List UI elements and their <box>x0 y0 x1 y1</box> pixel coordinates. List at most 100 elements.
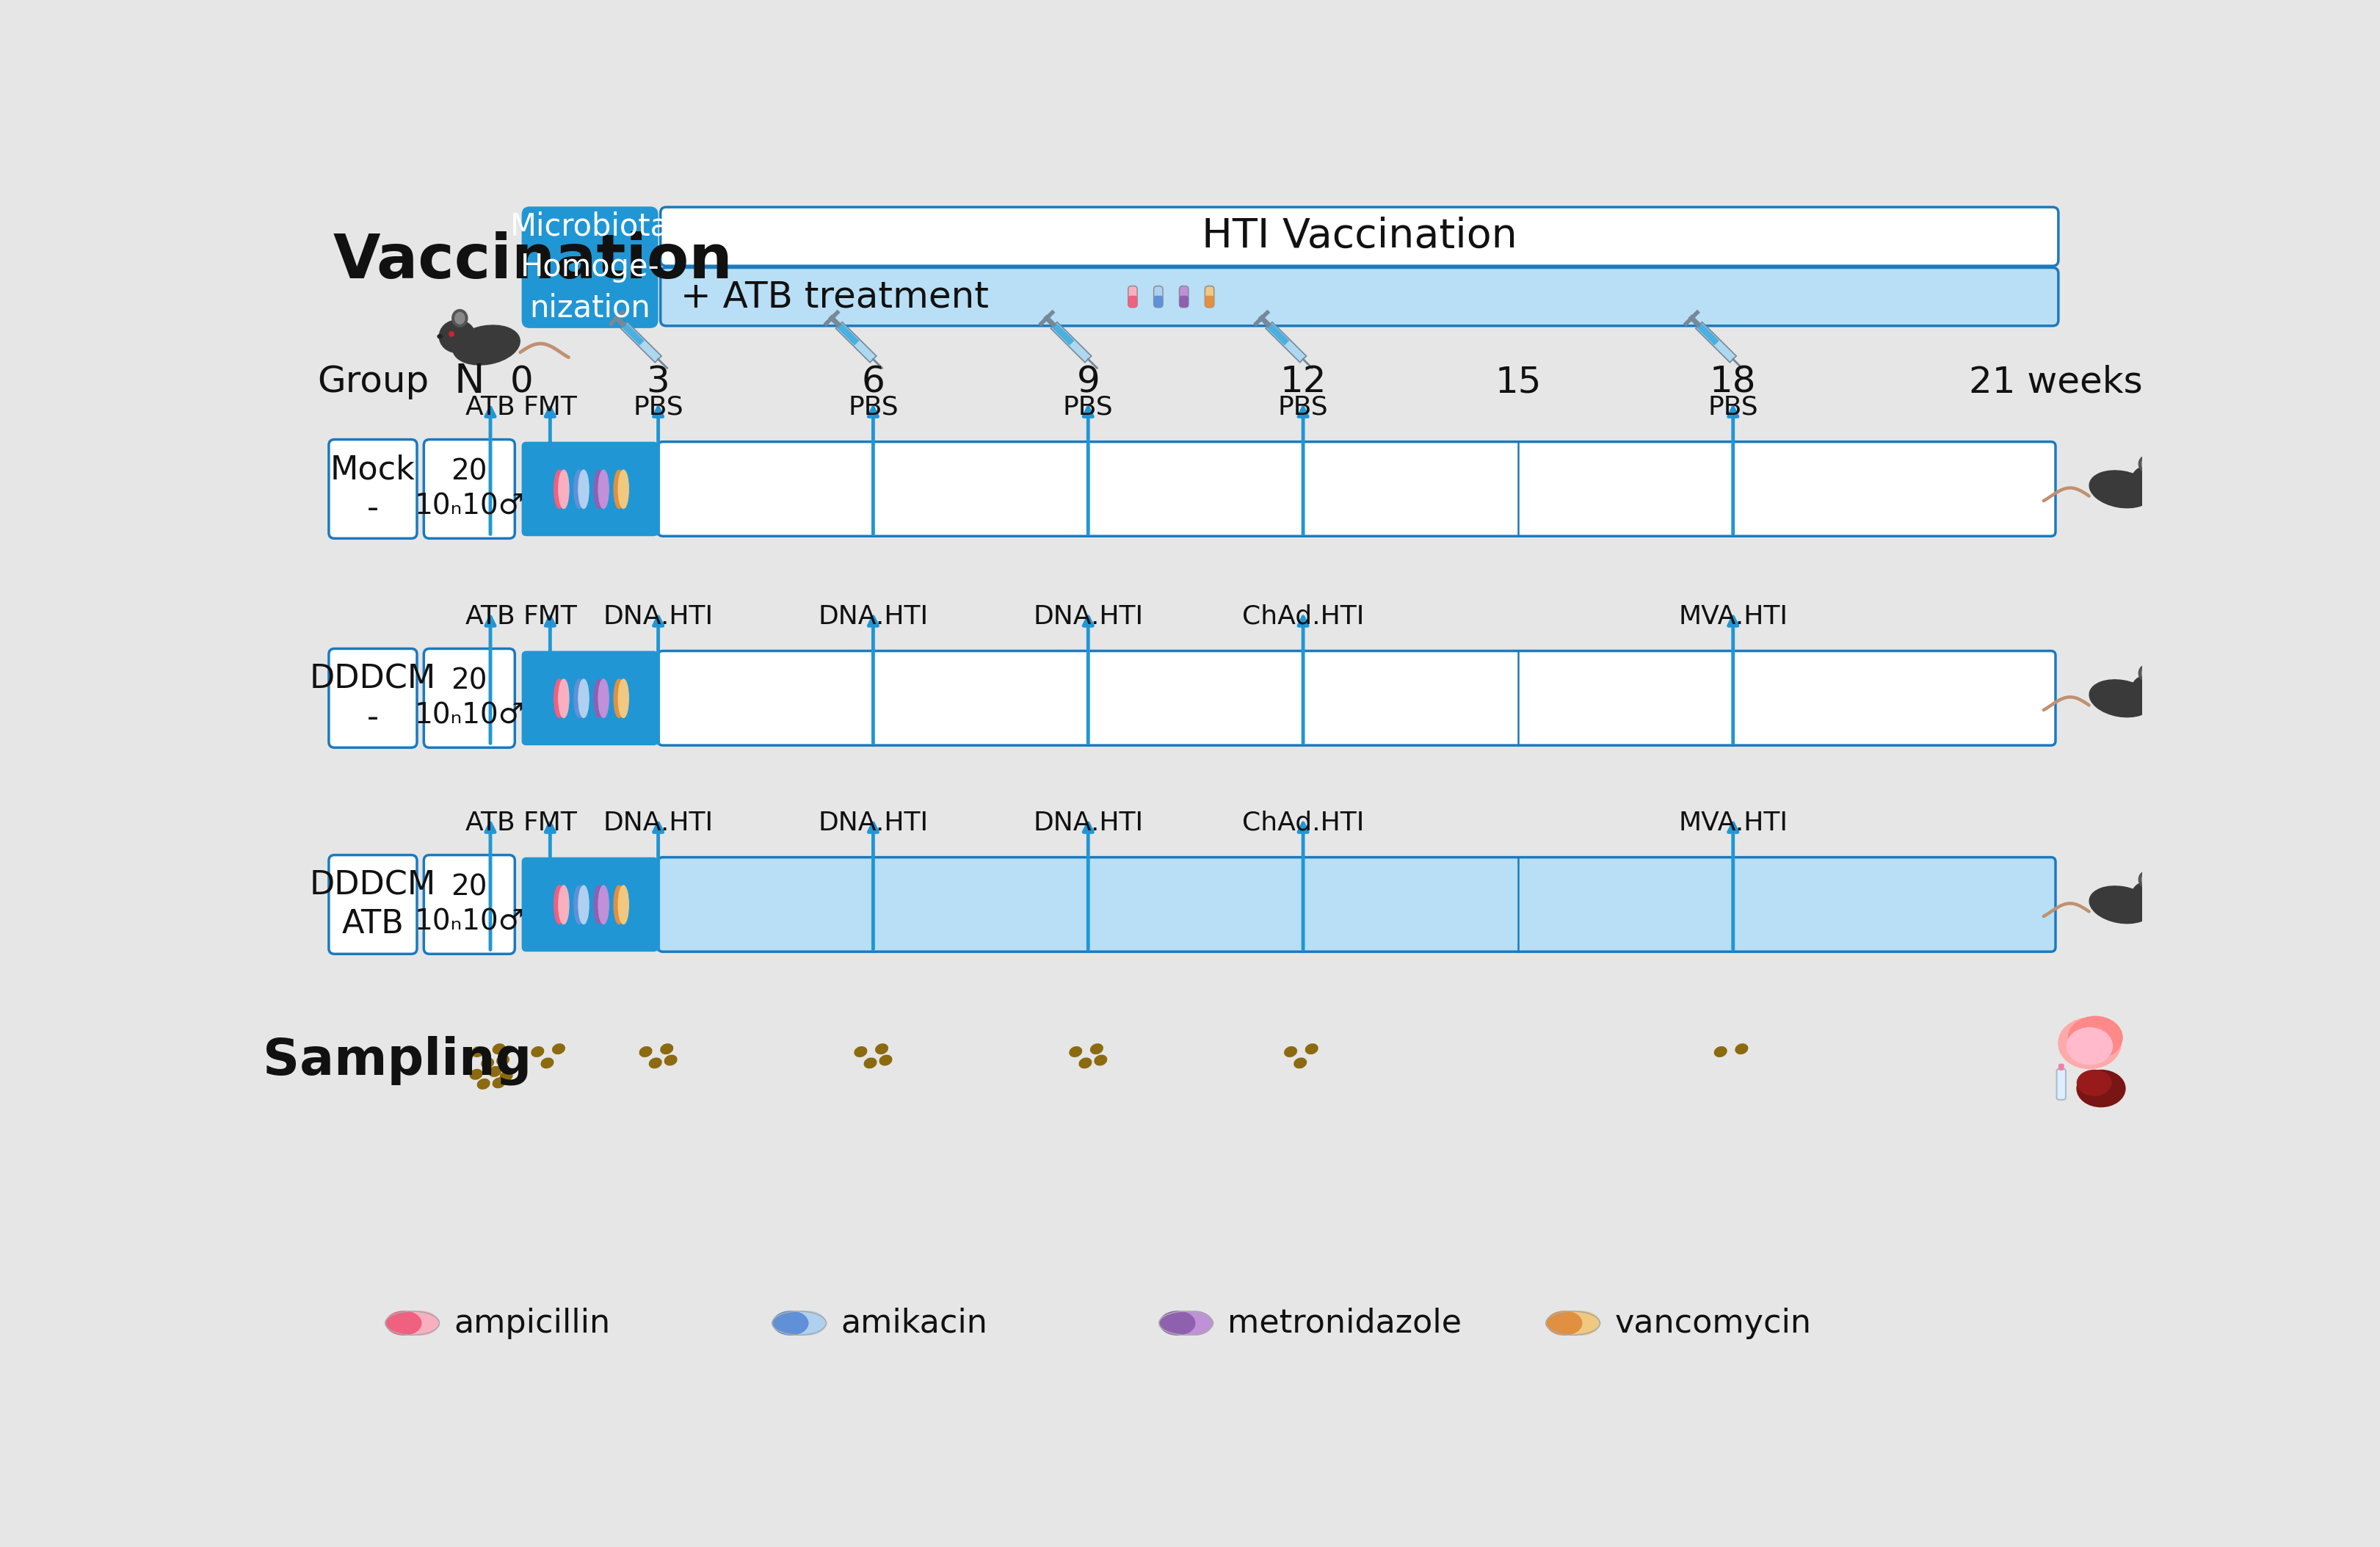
Ellipse shape <box>574 470 585 509</box>
FancyBboxPatch shape <box>1180 295 1188 308</box>
Ellipse shape <box>619 470 628 509</box>
FancyBboxPatch shape <box>2056 1069 2066 1100</box>
Bar <box>1695 322 1737 362</box>
Text: ChAd.HTI: ChAd.HTI <box>1242 811 1364 835</box>
Text: 20
10ₙ10♂: 20 10ₙ10♂ <box>414 874 524 936</box>
Ellipse shape <box>2059 1018 2121 1069</box>
Ellipse shape <box>1564 1312 1599 1335</box>
Ellipse shape <box>2142 458 2152 469</box>
Ellipse shape <box>790 1312 826 1335</box>
Text: PBS: PBS <box>1709 394 1759 419</box>
Ellipse shape <box>493 1078 505 1088</box>
Text: 9: 9 <box>1076 364 1100 399</box>
Text: Sampling: Sampling <box>262 1035 531 1084</box>
FancyBboxPatch shape <box>1154 286 1164 308</box>
Ellipse shape <box>595 470 605 509</box>
Ellipse shape <box>597 679 609 718</box>
FancyBboxPatch shape <box>424 855 514 954</box>
Ellipse shape <box>774 1312 809 1335</box>
Bar <box>1266 322 1307 362</box>
Ellipse shape <box>1295 1058 1307 1067</box>
Ellipse shape <box>438 334 443 339</box>
Ellipse shape <box>478 1078 490 1089</box>
Bar <box>1050 322 1092 362</box>
Text: ampicillin: ampicillin <box>455 1307 609 1338</box>
Ellipse shape <box>619 885 628 924</box>
Ellipse shape <box>614 470 624 509</box>
FancyBboxPatch shape <box>424 648 514 747</box>
Ellipse shape <box>640 1047 652 1057</box>
Text: ChAd.HTI: ChAd.HTI <box>1242 603 1364 630</box>
Text: Vaccination: Vaccination <box>333 232 733 291</box>
Ellipse shape <box>440 320 476 353</box>
Ellipse shape <box>559 885 569 924</box>
FancyBboxPatch shape <box>1154 295 1164 308</box>
Ellipse shape <box>2142 668 2152 679</box>
Text: 6: 6 <box>862 364 885 399</box>
Text: + ATB treatment: + ATB treatment <box>681 278 988 314</box>
Ellipse shape <box>471 1047 483 1057</box>
Text: vancomycin: vancomycin <box>1614 1307 1811 1338</box>
Ellipse shape <box>1735 1044 1747 1054</box>
Text: DNA.HTI: DNA.HTI <box>1033 603 1142 630</box>
Text: 20
10ₙ10♂: 20 10ₙ10♂ <box>414 667 524 730</box>
Ellipse shape <box>1159 1312 1195 1335</box>
Ellipse shape <box>574 679 585 718</box>
Ellipse shape <box>2090 679 2152 718</box>
Bar <box>1697 323 1718 345</box>
Text: PBS: PBS <box>847 394 897 419</box>
FancyBboxPatch shape <box>328 976 2102 1140</box>
Ellipse shape <box>578 470 588 509</box>
Ellipse shape <box>876 1044 888 1054</box>
Ellipse shape <box>2140 871 2154 888</box>
Text: MVA.HTI: MVA.HTI <box>1678 603 1787 630</box>
Ellipse shape <box>1307 1044 1319 1054</box>
Text: ATB: ATB <box>464 603 516 630</box>
Ellipse shape <box>1078 1058 1092 1067</box>
Ellipse shape <box>559 470 569 509</box>
Circle shape <box>450 331 455 336</box>
FancyBboxPatch shape <box>424 439 514 538</box>
Text: PBS: PBS <box>1064 394 1114 419</box>
Ellipse shape <box>2090 470 2152 507</box>
Ellipse shape <box>2140 456 2154 472</box>
Bar <box>1052 323 1073 345</box>
Ellipse shape <box>597 470 609 509</box>
Text: DDDCM
ATB: DDDCM ATB <box>309 869 436 941</box>
Ellipse shape <box>1714 1047 1725 1057</box>
Ellipse shape <box>595 885 605 924</box>
Ellipse shape <box>619 679 628 718</box>
Ellipse shape <box>555 885 564 924</box>
Ellipse shape <box>2090 886 2152 924</box>
Text: DNA.HTI: DNA.HTI <box>819 811 928 835</box>
Circle shape <box>2152 893 2156 897</box>
Text: HTI Vaccination: HTI Vaccination <box>1202 217 1516 257</box>
Ellipse shape <box>2130 466 2166 497</box>
Ellipse shape <box>481 1058 493 1067</box>
Ellipse shape <box>2130 674 2166 705</box>
Bar <box>835 322 876 362</box>
Ellipse shape <box>1095 1055 1107 1066</box>
Text: Microbiota
Homoge-
nization: Microbiota Homoge- nization <box>509 212 669 323</box>
FancyBboxPatch shape <box>1204 286 1214 308</box>
Ellipse shape <box>854 1047 866 1057</box>
Ellipse shape <box>574 885 585 924</box>
Text: ATB: ATB <box>464 811 516 835</box>
Ellipse shape <box>2163 480 2166 483</box>
Ellipse shape <box>595 679 605 718</box>
Text: PBS: PBS <box>633 394 683 419</box>
FancyBboxPatch shape <box>521 651 659 746</box>
FancyBboxPatch shape <box>328 648 416 747</box>
Ellipse shape <box>1285 1047 1297 1057</box>
FancyBboxPatch shape <box>659 651 2056 746</box>
Text: 18: 18 <box>1709 364 1756 399</box>
Ellipse shape <box>2163 688 2166 692</box>
Ellipse shape <box>452 309 466 326</box>
FancyBboxPatch shape <box>662 268 2059 326</box>
Text: 20
10ₙ10♂: 20 10ₙ10♂ <box>414 458 524 520</box>
Ellipse shape <box>402 1312 438 1335</box>
Text: 3: 3 <box>647 364 669 399</box>
Ellipse shape <box>493 1044 505 1054</box>
FancyBboxPatch shape <box>2059 1064 2063 1071</box>
Ellipse shape <box>2078 1071 2111 1095</box>
